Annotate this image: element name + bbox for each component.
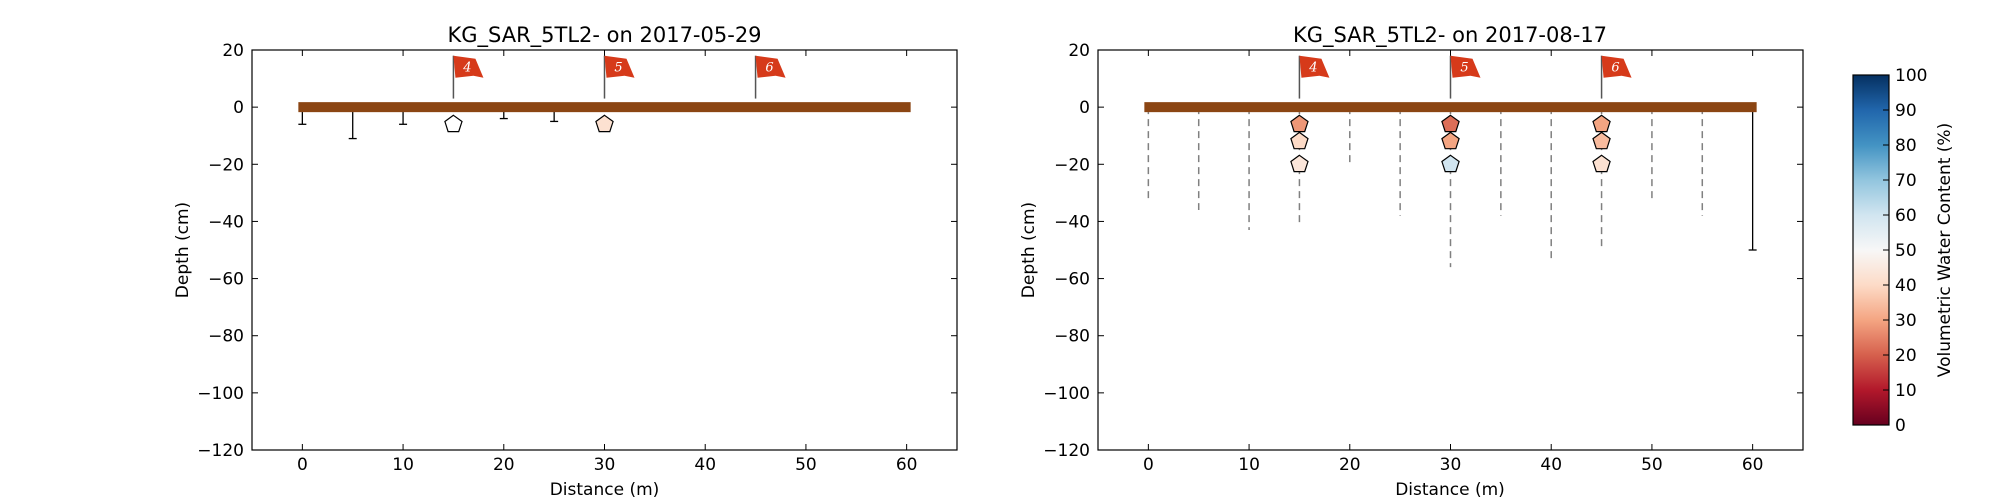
sensor-marker: [1441, 154, 1460, 173]
flag-icon: [1450, 55, 1481, 78]
x-tick-label: 40: [694, 455, 716, 475]
colorbar-tick-label: 30: [1895, 311, 1917, 331]
y-tick-label: −60: [1054, 270, 1090, 290]
x-tick-label: 10: [392, 455, 414, 475]
flag-icon: [755, 55, 786, 78]
sensor-marker: [444, 114, 463, 133]
colorbar-tick-label: 80: [1895, 136, 1917, 156]
sensor-marker: [1592, 131, 1611, 150]
x-tick-label: 60: [1742, 455, 1764, 475]
sensor-marker: [1290, 114, 1309, 133]
flag-label: 4: [462, 61, 471, 76]
chart-title: KG_SAR_5TL2- on 2017-08-17: [1293, 23, 1607, 48]
x-tick-label: 30: [1440, 455, 1462, 475]
axes-frame: [1097, 49, 1804, 451]
flag-label: 5: [1460, 61, 1468, 76]
y-tick-label: −80: [208, 327, 244, 347]
colorbar-tick-label: 20: [1895, 346, 1917, 366]
surface-bar: [298, 102, 911, 113]
flag-icon: [1299, 55, 1330, 78]
x-tick-label: 30: [594, 455, 616, 475]
colorbar-tick-label: 40: [1895, 276, 1917, 296]
y-tick-label: −100: [1043, 384, 1090, 404]
sensor-marker: [1592, 114, 1611, 133]
chart-title: KG_SAR_5TL2- on 2017-05-29: [447, 23, 761, 48]
colorbar-tick-label: 50: [1895, 241, 1917, 261]
y-tick-label: 0: [233, 98, 244, 118]
plot-layer: 0 10 20 30 40 50 60 20 0 −20 −40 −60 −80 −100 −120 4 5 6: [1043, 41, 1803, 475]
y-tick-label: −40: [208, 212, 244, 232]
x-tick-label: 50: [795, 455, 817, 475]
y-tick-label: −80: [1054, 327, 1090, 347]
x-tick-label: 10: [1238, 455, 1260, 475]
flag-icon: [453, 55, 484, 78]
x-tick-label: 40: [1540, 455, 1562, 475]
y-tick-label: −60: [208, 270, 244, 290]
x-tick-label: 20: [493, 455, 515, 475]
plot-layer: 0 10 20 30 40 50 60 20 0 −20 −40 −60 −80 −100 −120 4 5 6: [197, 41, 957, 475]
x-tick-label: 0: [297, 455, 308, 475]
sensor-marker: [1290, 131, 1309, 150]
colorbar-tick-label: 90: [1895, 101, 1917, 121]
y-tick-label: −20: [208, 155, 244, 175]
x-tick-label: 0: [1143, 455, 1154, 475]
flag-label: 4: [1308, 61, 1317, 76]
x-tick-label: 20: [1339, 455, 1361, 475]
y-tick-label: −120: [1043, 441, 1090, 461]
y-tick-label: −20: [1054, 155, 1090, 175]
flag-label: 6: [765, 61, 773, 76]
flag-icon: [604, 55, 635, 78]
x-tick-label: 50: [1641, 455, 1663, 475]
colorbar-tick-label: 10: [1895, 381, 1917, 401]
y-tick-label: −100: [197, 384, 244, 404]
flag-icon: [1601, 55, 1632, 78]
colorbar-label: Volumetric Water Content (%): [1935, 123, 1955, 377]
flag-label: 6: [1611, 61, 1619, 76]
colorbar: 0 10 20 30 40 50 60 70 80 90 100 Volumetric Water …: [1852, 66, 1955, 436]
y-tick-label: −40: [1054, 212, 1090, 232]
y-tick-label: 0: [1079, 98, 1090, 118]
axes-frame: [251, 49, 958, 451]
y-axis-label: Depth (cm): [1019, 202, 1039, 298]
colorbar-ticks: 0 10 20 30 40 50 60 70 80 90 100: [1883, 66, 1927, 436]
y-tick-label: 20: [222, 41, 244, 61]
sensor-marker: [1592, 154, 1611, 173]
x-tick-label: 60: [896, 455, 918, 475]
colorbar-tick-label: 60: [1895, 206, 1917, 226]
colorbar-tick-label: 100: [1895, 66, 1927, 86]
sensor-marker: [1290, 154, 1309, 173]
y-tick-label: 20: [1068, 41, 1090, 61]
colorbar-tick-label: 0: [1895, 416, 1906, 436]
y-axis-label: Depth (cm): [173, 202, 193, 298]
sensor-marker: [1441, 114, 1460, 133]
flag-label: 5: [614, 61, 622, 76]
panel-right: KG_SAR_5TL2- on 2017-08-17 0 10 20 30 40 50 60…: [1019, 23, 1804, 500]
x-axis-label: Distance (m): [1395, 480, 1505, 500]
y-tick-label: −120: [197, 441, 244, 461]
sensor-marker: [1441, 131, 1460, 150]
colorbar-tick-label: 70: [1895, 171, 1917, 191]
sensor-marker: [595, 114, 614, 133]
surface-bar: [1144, 102, 1757, 113]
x-axis-label: Distance (m): [550, 480, 660, 500]
panel-left: KG_SAR_5TL2- on 2017-05-29 0 10 20 30 40 50 60…: [173, 23, 958, 500]
